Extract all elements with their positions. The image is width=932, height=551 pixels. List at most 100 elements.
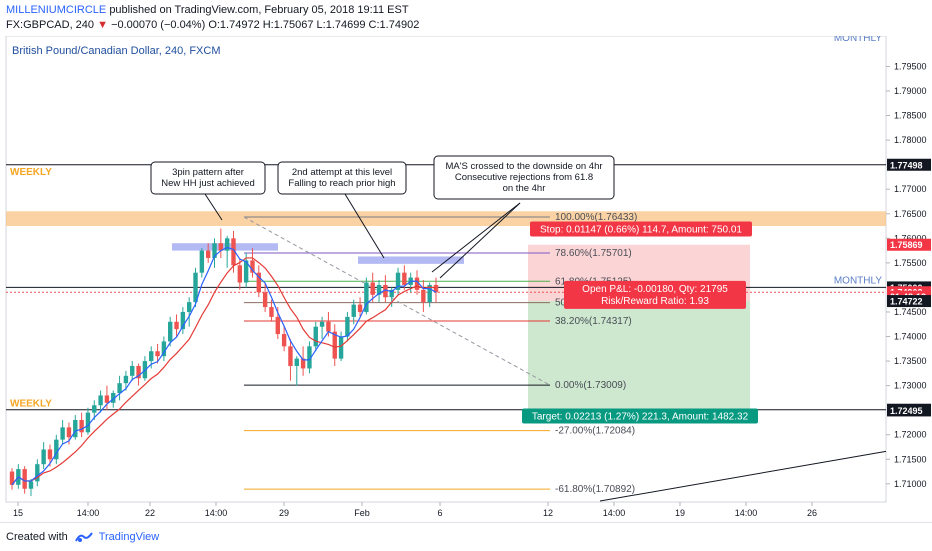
candle-body [332,331,337,359]
candle-body [130,365,135,376]
change-value: −0.00070 (−0.04%) [111,19,206,31]
callout-3pin-pointer [204,193,223,221]
publish-text: published on TradingView.com, February 0… [109,4,409,16]
candle-body [250,260,255,273]
y-axis-label: 1.74500 [894,307,927,317]
callout-2nd-attempt-box [277,161,407,195]
tradingview-logo-icon [74,532,93,543]
candle-body [383,284,388,298]
fib-trend-line [243,216,551,386]
y-axis-label: 1.79000 [894,86,927,96]
candle-body [73,419,78,438]
x-axis-label: 26 [807,508,817,518]
callout-ma-cross-text: MA'S crossed to the downside on 4hr [445,161,602,172]
created-with-label: Created with [6,531,68,543]
candle-body [319,321,325,327]
candle-body [9,471,15,485]
candle-body [35,464,40,482]
author-link[interactable]: MILLENIUMCIRCLE [6,4,107,16]
x-axis-label: 22 [145,508,155,518]
weekly-low-label: WEEKLY [10,399,52,410]
fib-level-label: -61.80%(1.70892) [555,484,635,495]
callout-2nd-attempt-text: 2nd attempt at this level [292,167,392,178]
y-axis-label: 1.72000 [894,430,927,440]
target-label-box [522,408,758,424]
x-axis-label: 6 [437,508,442,518]
weekly-high-badge: 1.77498 [890,160,923,170]
y-axis-label: 1.71000 [894,479,927,489]
fib-level-label: 38.20%(1.74317) [555,316,632,327]
candle-body [262,292,268,308]
candle-body [174,321,179,330]
x-axis-label: Feb [354,508,370,518]
moving-average-fast [11,246,437,486]
monthly-top-label: MONTHLY [834,36,882,44]
candle-body [275,316,280,335]
y-axis-label: 1.73000 [894,381,927,391]
callout-3pin-text: New HH just achieved [161,178,254,189]
candle-body [22,469,27,489]
y-axis-label: 1.78500 [894,111,927,121]
candle-body [326,321,331,332]
candle-body [231,238,236,266]
x-axis-label: 14:00 [205,508,228,518]
candle-body [98,395,103,406]
candle-body [307,346,312,369]
callout-2nd-attempt-pointer [344,193,385,259]
y-axis-label: 1.76000 [894,233,927,243]
candle-body [79,419,84,433]
risk-reward-label: Risk/Reward Ratio: 1.93 [601,296,709,307]
candle-body [212,243,217,258]
callout-ma-cross-text: on the 4hr [503,183,546,194]
candle-body [351,304,356,317]
footer: Created with TradingView [0,522,932,551]
price-chart[interactable]: 1.79500 1.79000 1.78500 1.78000 1.77000 1.765… [0,36,932,522]
candle-body [414,277,420,290]
candle-body [168,321,173,342]
fib-level-label: 100.00%(1.76433) [555,212,637,223]
candle-body [313,326,318,347]
candle-body [402,272,407,285]
candle-body [218,243,224,251]
candle-body [66,427,72,438]
stop-price: 1.75869 [890,240,923,250]
tradingview-brand-link[interactable]: TradingView [98,531,160,543]
callout-ma-cross-pointer-2 [439,202,521,279]
weekly-high-badge-box [887,158,931,171]
chart-title: British Pound/Canadian Dollar, 240, FXCM [12,45,221,57]
x-axis-label: 12 [543,508,553,518]
supply-box-second [358,256,464,264]
y-axis-label: 1.71500 [894,454,927,464]
candle-body [85,412,91,433]
candle-body [370,282,375,295]
stop-price-box [887,238,931,251]
fib-level-label: 50 [555,298,567,309]
x-axis-label: 29 [279,508,289,518]
down-arrow-icon: ▼ [97,19,108,31]
candle-body [117,383,122,393]
x-axis-label: 14:00 [77,508,100,518]
x-axis-label: 15 [13,508,23,518]
target-price-box [887,404,931,417]
candle-body [111,392,116,403]
monthly-label: MONTHLY [834,275,882,286]
candle-body [54,439,59,460]
fib-level-label: 0.00%(1.73009) [555,380,626,391]
candle-body [243,260,249,283]
candle-body [376,284,382,295]
moving-average-slow [11,257,437,486]
symbol-info: FX:GBPCAD, 240 ▼ −0.00070 (−0.04%) O:1.7… [6,19,419,31]
candle-body [161,341,167,357]
pnl-label-box [564,280,746,309]
y-axis-label: 1.79500 [894,61,927,71]
candle-body [338,336,344,359]
chart-header: MILLENIUMCIRCLE published on TradingView… [0,0,932,36]
candle-body [123,375,129,384]
x-axis-label: 19 [675,508,685,518]
x-axis-label: 14:00 [603,508,626,518]
candle-body [269,307,274,317]
candle-body [47,449,53,460]
candle-body [427,284,432,303]
trend-line [599,450,887,502]
candle-body [389,289,394,298]
